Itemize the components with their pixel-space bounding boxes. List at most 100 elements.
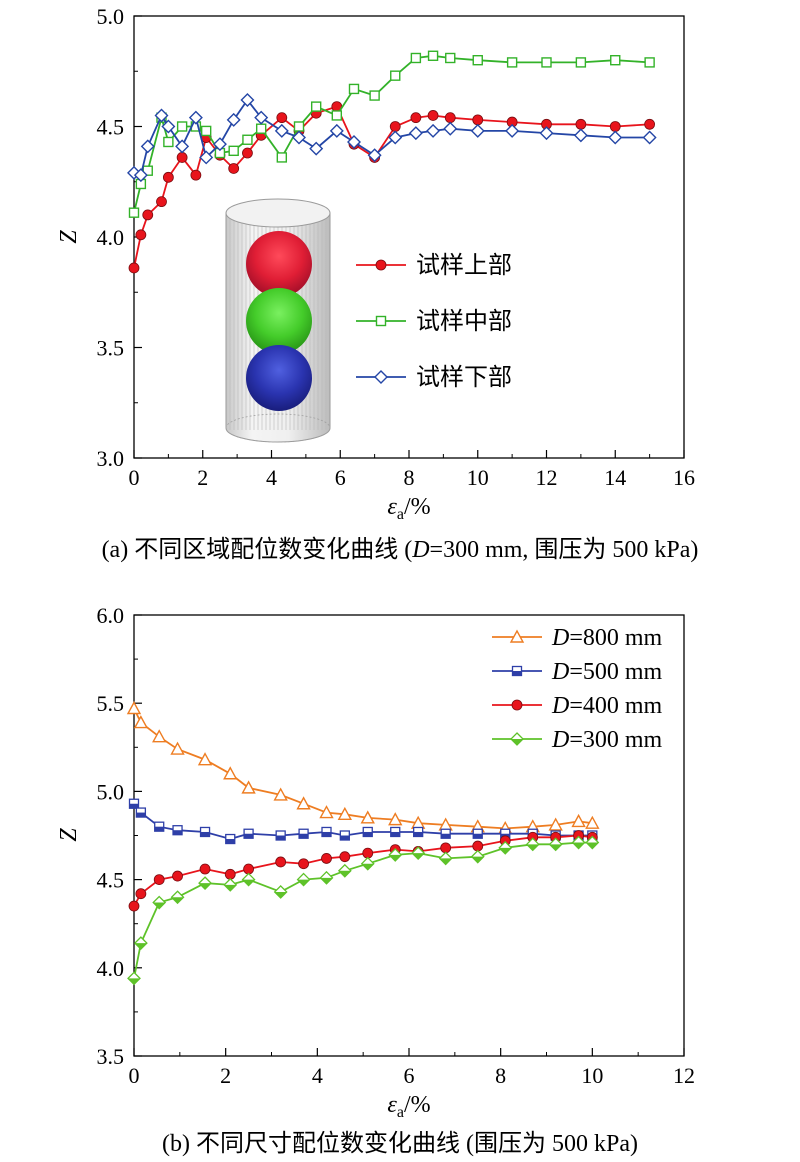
x-tick-label: 10: [581, 1063, 603, 1088]
data-point: [339, 830, 350, 841]
series-D=400-mm: [128, 830, 598, 912]
y-tick-label: 4.5: [97, 115, 125, 140]
data-point: [360, 810, 375, 824]
data-point: [133, 168, 148, 183]
data-point: [472, 55, 483, 66]
data-point: [575, 57, 587, 68]
data-point: [162, 171, 174, 183]
data-point: [390, 70, 401, 81]
data-point: [337, 863, 352, 878]
x-tick-label: 2: [197, 465, 208, 490]
data-point: [133, 715, 149, 729]
data-point: [199, 863, 211, 875]
y-tick-label: 3.0: [97, 446, 125, 471]
data-point: [298, 828, 309, 839]
x-tick-label: 12: [673, 1063, 695, 1088]
data-point: [128, 798, 140, 809]
data-point: [445, 52, 456, 64]
data-point: [296, 796, 311, 810]
x-tick-label: 0: [129, 1063, 140, 1088]
data-point: [275, 830, 286, 841]
legend-marker: [510, 732, 524, 746]
data-point: [329, 123, 344, 138]
legend-label: 试样中部: [416, 308, 512, 335]
data-point: [188, 110, 203, 125]
legend-marker: [511, 665, 523, 677]
data-point: [505, 123, 520, 138]
data-point: [176, 121, 188, 132]
data-point: [276, 112, 288, 124]
legend-b: D=800 mm D=500 mm D=400 mm D=300 mm: [492, 625, 663, 753]
series-line: [133, 54, 650, 213]
data-point: [133, 936, 148, 951]
legend-marker: [509, 629, 525, 643]
data-point: [135, 807, 147, 818]
caption-a: (a) 不同区域配位数变化曲线 (D=300 mm, 围压为 500 kPa): [102, 536, 699, 563]
data-point: [426, 123, 441, 138]
data-point: [296, 872, 311, 887]
data-point: [212, 137, 227, 152]
data-point: [410, 52, 422, 64]
x-axis-label-a: εa/%: [387, 494, 430, 523]
data-point: [172, 825, 183, 836]
data-point: [293, 121, 305, 132]
data-point: [321, 853, 332, 864]
legend-item: D=500 mm: [492, 659, 663, 685]
data-point: [223, 877, 238, 892]
legend-marker: [375, 259, 387, 271]
data-point: [472, 828, 483, 839]
x-tick-label: 8: [495, 1063, 506, 1088]
data-point: [276, 152, 288, 163]
y-tick-label: 6.0: [97, 603, 125, 628]
y-tick-label: 4.0: [97, 956, 125, 981]
y-tick-label: 5.5: [97, 691, 125, 716]
data-point: [367, 148, 382, 163]
data-point: [440, 842, 452, 854]
legend-item: D=400 mm: [492, 693, 663, 719]
data-point: [319, 805, 334, 819]
data-point: [153, 874, 165, 885]
data-point: [255, 123, 267, 134]
series-line: [133, 105, 650, 269]
data-point: [389, 121, 401, 132]
middle-sphere: [246, 288, 312, 354]
data-point: [228, 145, 239, 157]
data-point: [541, 57, 552, 68]
data-point: [142, 209, 154, 221]
data-point: [362, 826, 373, 838]
legend-label: D=800 mm: [551, 625, 663, 651]
data-point: [310, 101, 322, 112]
data-point: [548, 837, 563, 852]
data-point: [135, 229, 147, 241]
data-point: [610, 55, 621, 66]
data-point: [438, 851, 453, 866]
data-point: [175, 139, 190, 154]
data-point: [427, 50, 439, 61]
legend-item: 试样上部: [356, 252, 512, 279]
x-tick-label: 6: [335, 465, 346, 490]
data-point: [254, 110, 269, 125]
data-point: [242, 147, 253, 159]
legend-label: 试样上部: [416, 252, 512, 279]
series-试样下部: [127, 92, 657, 183]
data-point: [506, 57, 518, 68]
data-point: [388, 130, 403, 145]
y-axis-label-b: Z: [56, 828, 82, 842]
y-axis-label-a: Z: [56, 230, 82, 244]
data-point: [226, 112, 241, 127]
x-tick-label: 2: [220, 1063, 231, 1088]
data-point: [319, 870, 334, 885]
data-point: [198, 876, 212, 891]
data-point: [197, 752, 213, 766]
data-point: [362, 847, 374, 859]
series-line: [133, 708, 593, 830]
data-point: [298, 858, 309, 870]
legend-marker: [374, 370, 388, 384]
data-point: [200, 125, 212, 137]
data-point: [472, 114, 484, 126]
x-tick-label: 6: [404, 1063, 415, 1088]
data-point: [348, 83, 360, 95]
data-point: [243, 863, 254, 875]
data-point: [172, 870, 183, 882]
